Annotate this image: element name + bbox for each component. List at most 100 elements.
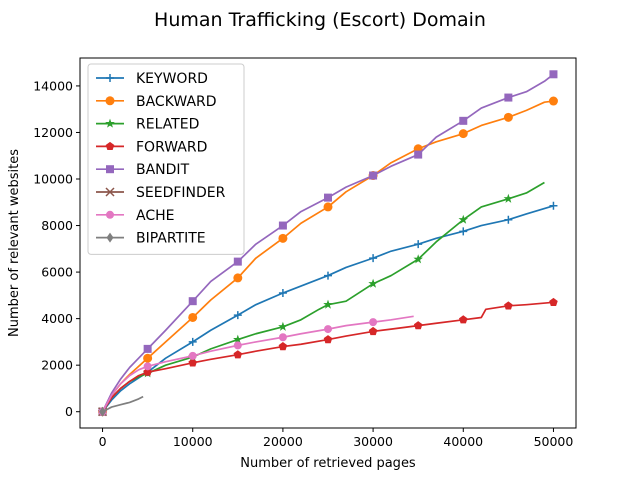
legend-item-forward: FORWARD [96,139,207,155]
data-point-backward [143,353,153,363]
data-point-forward [278,342,288,351]
series-line-bipartite [102,395,144,413]
data-point-forward [504,301,513,310]
legend-label: BIPARTITE [136,231,206,247]
legend-marker [106,74,114,82]
legend-label: FORWARD [136,139,207,155]
legend-label: SEEDFINDER [136,185,226,201]
data-point-backward [233,273,243,283]
x-tick-label: 30000 [353,434,393,449]
legend-marker [105,187,115,197]
series-forward [98,297,558,416]
x-tick-label: 20000 [263,434,303,449]
data-point-forward [188,358,198,367]
data-point-bandit [188,297,197,306]
series-bipartite [99,395,144,417]
data-point-bandit [324,193,332,202]
series-ache [98,315,414,416]
data-point-related [413,254,423,264]
data-point-forward [458,315,468,324]
legend-marker [106,165,114,174]
data-point-ache [369,318,378,327]
data-point-backward [188,312,198,322]
data-point-keyword [549,201,558,210]
data-point-backward [503,112,513,122]
data-point-related [278,321,288,331]
data-point-bandit [549,70,558,79]
x-axis-label: Number of retrieved pages [240,456,416,471]
data-point-keyword [324,271,332,280]
data-point-related [458,214,469,224]
legend-marker [105,96,115,106]
y-axis: 0 2000 4000 6000 8000 10000 12000 14000 [33,78,80,419]
plot-frame [79,57,577,429]
legend-item-keyword: KEYWORD [96,71,208,87]
legend-item-seedfinder: SEEDFINDER [96,185,226,201]
plot-area [97,70,558,417]
series-line-forward [101,301,554,413]
series-keyword [98,201,558,416]
x-tick-label: 0 [99,434,107,449]
data-point-related [368,278,378,288]
legend-box [87,63,245,255]
data-point-ache [278,333,287,342]
data-point-forward [368,326,378,336]
legend-label: RELATED [136,117,199,133]
data-point-backward [278,233,288,243]
y-axis-label: Number of relevant websites [7,149,22,337]
data-point-bandit [414,150,423,159]
y-tick-label: 6000 [41,265,73,280]
data-point-backward [458,129,468,139]
data-point-bandit [369,171,378,180]
y-tick-label: 2000 [41,358,73,373]
legend-item-backward: BACKWARD [96,94,217,110]
legend: KEYWORD BACKWARD RELATED FORWARD BANDIT SEEDF… [87,63,245,255]
legend-label: ACHE [136,208,174,224]
data-point-forward [233,350,243,359]
data-point-backward [548,96,558,106]
data-point-ache [188,351,197,360]
legend-item-related: RELATED [96,117,199,133]
data-point-keyword [188,337,197,346]
y-tick-label: 14000 [33,78,73,93]
data-point-bandit [143,344,152,353]
data-point-related [503,193,514,203]
legend-item-bandit: BANDIT [96,162,190,178]
series-line-ache [101,315,414,413]
series-line-keyword [101,204,554,413]
data-point-keyword [233,311,242,320]
data-point-ache [233,341,242,350]
data-point-ache [143,362,152,371]
data-point-related [233,334,243,344]
data-point-bipartite [99,406,107,417]
data-point-keyword [504,215,513,224]
data-point-keyword [369,254,378,263]
x-tick-label: 40000 [443,434,483,449]
x-tick-label: 10000 [173,434,213,449]
legend-label: KEYWORD [136,71,208,87]
y-tick-label: 8000 [41,218,73,233]
legend-item-bipartite: BIPARTITE [96,231,206,247]
legend-marker [105,141,115,151]
series-line-backward [101,100,554,413]
data-point-related [323,299,333,309]
data-point-bandit [459,116,468,125]
data-point-bandit [278,221,287,230]
series-related [97,181,545,416]
y-tick-label: 12000 [33,125,73,140]
x-axis: 0 10000 20000 30000 40000 50000 [99,428,574,449]
x-tick-label: 50000 [534,434,574,449]
series-bandit [98,70,558,416]
data-point-keyword [278,289,287,298]
data-point-forward [413,321,423,330]
chart-title: Human Trafficking (Escort) Domain [154,9,486,31]
legend-marker [106,232,114,243]
y-tick-label: 10000 [33,172,73,187]
legend-item-ache: ACHE [96,208,174,224]
data-point-keyword [459,227,468,236]
data-point-ache [324,325,332,334]
data-point-bandit [233,257,242,266]
data-point-backward [323,202,333,212]
y-tick-label: 4000 [41,311,73,326]
